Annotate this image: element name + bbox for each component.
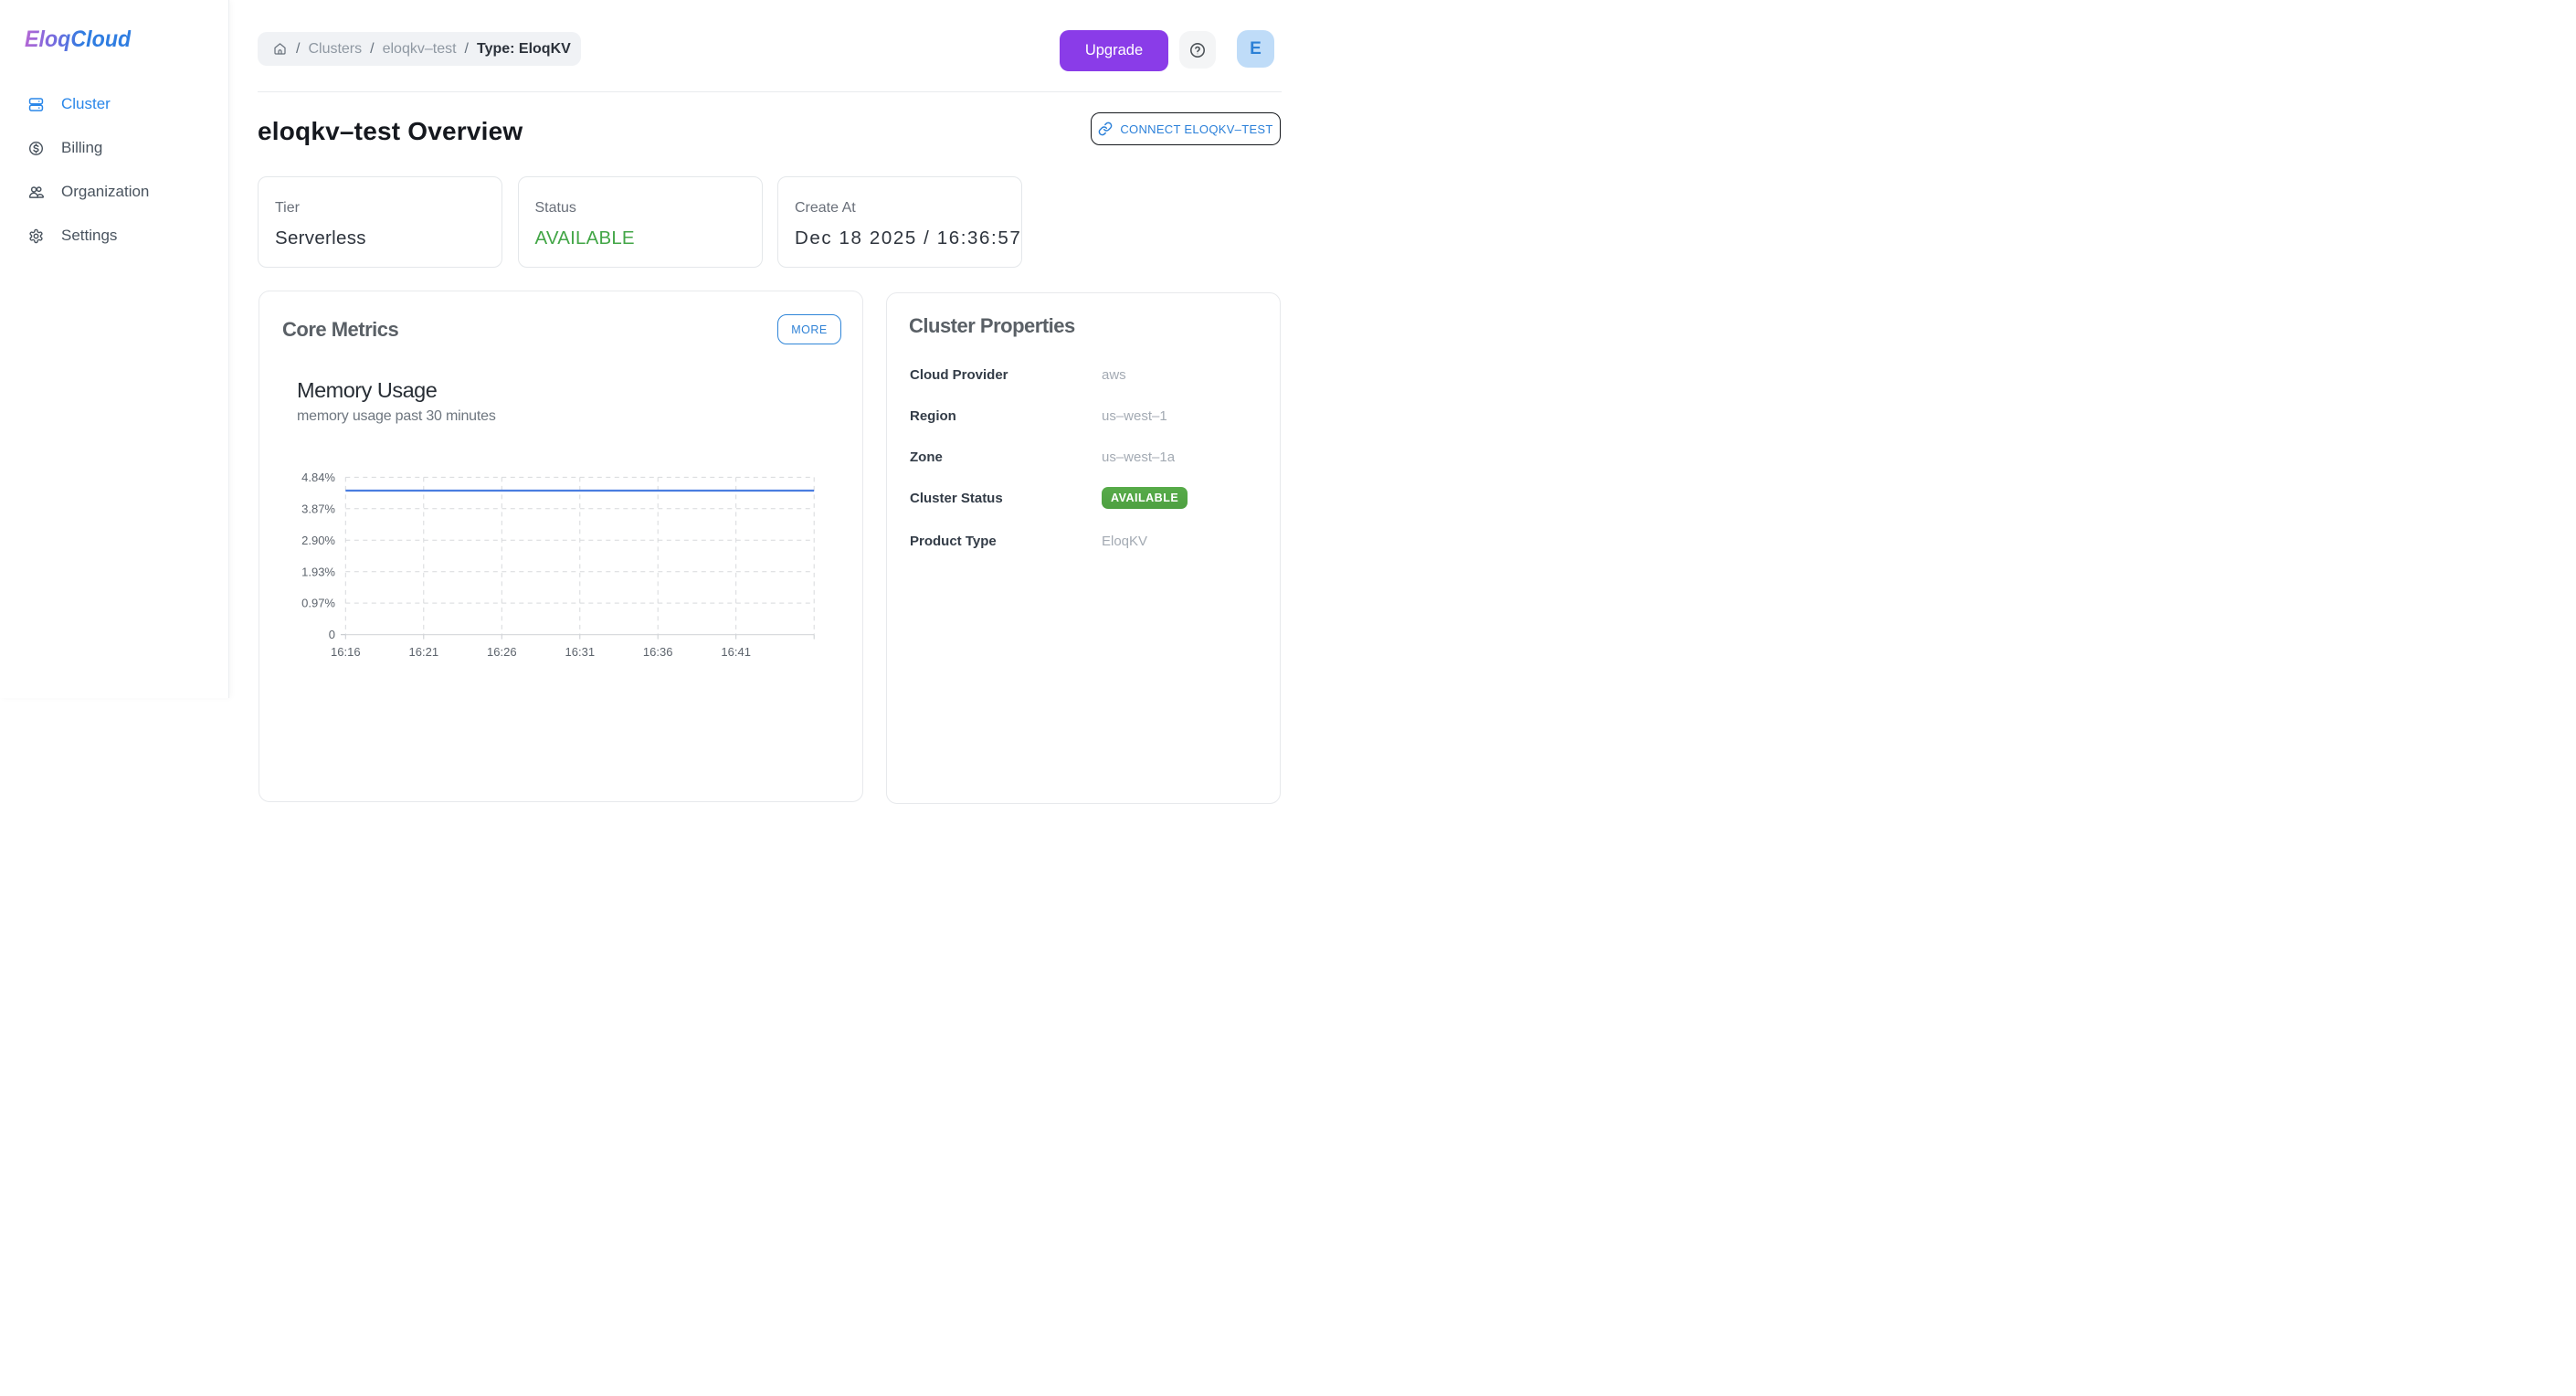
svg-text:0: 0 (329, 628, 335, 641)
svg-text:16:26: 16:26 (487, 645, 517, 659)
svg-text:16:36: 16:36 (643, 645, 673, 659)
svg-text:1.93%: 1.93% (301, 565, 335, 578)
svg-text:0.97%: 0.97% (301, 597, 335, 610)
svg-text:16:16: 16:16 (331, 645, 361, 659)
svg-text:3.87%: 3.87% (301, 502, 335, 515)
svg-text:2.90%: 2.90% (301, 534, 335, 547)
svg-text:16:21: 16:21 (409, 645, 439, 659)
svg-text:16:41: 16:41 (721, 645, 751, 659)
svg-text:16:31: 16:31 (565, 645, 596, 659)
svg-text:4.84%: 4.84% (301, 471, 335, 484)
